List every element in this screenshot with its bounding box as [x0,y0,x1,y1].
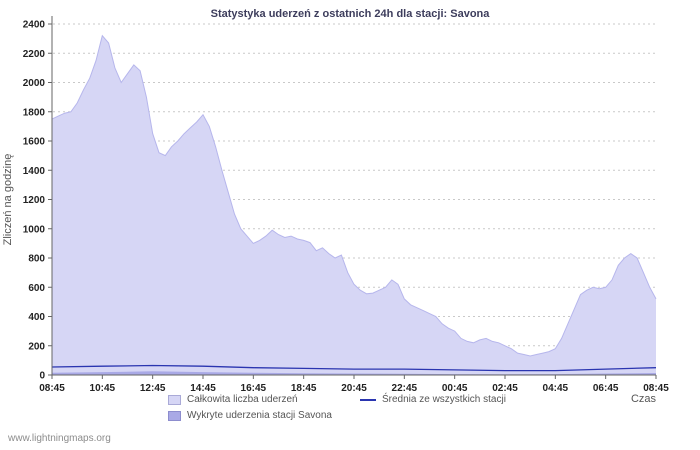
site-link[interactable]: www.lightningmaps.org [8,433,111,444]
x-tick-label: 18:45 [291,383,317,394]
x-tick-label: 02:45 [492,383,518,394]
legend-item-average-line: Średnia ze wszystkich stacji [360,394,506,405]
y-tick-label: 2000 [23,78,46,89]
x-tick-label: 16:45 [241,383,267,394]
average-line [51,364,657,372]
x-tick-label: 08:45 [39,383,65,394]
savona-strikes-swatch [168,410,181,421]
chart-title: Statystyka uderzeń z ostatnich 24h dla s… [210,8,490,20]
x-tick-label: 12:45 [140,383,166,394]
x-tick-label: 10:45 [90,383,116,394]
legend-item-savona-strikes: Wykryte uderzenia stacji Savona [168,410,360,421]
y-tick-label: 600 [28,283,45,294]
x-tick-label: 06:45 [593,383,619,394]
savona-strikes-area [52,371,656,375]
y-tick-label: 2200 [23,49,46,60]
legend-label-average-line: Średnia ze wszystkich stacji [382,394,506,405]
x-tick-label: 14:45 [190,383,216,394]
x-tick-label: 08:45 [643,383,669,394]
x-axis-title: Czas [631,393,657,405]
legend-label-total-strikes: Całkowita liczba uderzeń [187,394,298,405]
y-tick-label: 1800 [23,107,46,118]
legend-item-total-strikes: Całkowita liczba uderzeń [168,394,360,405]
legend: Całkowita liczba uderzeń Średnia ze wszy… [168,394,506,421]
legend-label-savona-strikes: Wykryte uderzenia stacji Savona [187,410,332,421]
y-tick-label: 800 [28,254,45,265]
y-tick-label: 400 [28,312,45,323]
footer: www.lightningmaps.org [8,433,111,444]
y-tick-label: 1400 [23,166,46,177]
x-tick-label: 04:45 [543,383,569,394]
y-tick-label: 200 [28,341,45,352]
x-tick-label: 00:45 [442,383,468,394]
total-strikes-area [52,35,656,375]
average-line-swatch [360,398,376,401]
y-tick-label: 2400 [23,20,46,31]
x-tick-label: 22:45 [392,383,418,394]
y-tick-label: 1200 [23,195,46,206]
total-strikes-swatch [168,394,181,405]
x-tick-label: 20:45 [341,383,367,394]
y-tick-label: 1000 [23,224,46,235]
y-tick-label: 1600 [23,137,46,148]
y-axis-title: Zliczeń na godzinę [2,154,14,246]
total-strikes-edge [51,34,657,357]
y-tick-label: 0 [39,371,45,382]
